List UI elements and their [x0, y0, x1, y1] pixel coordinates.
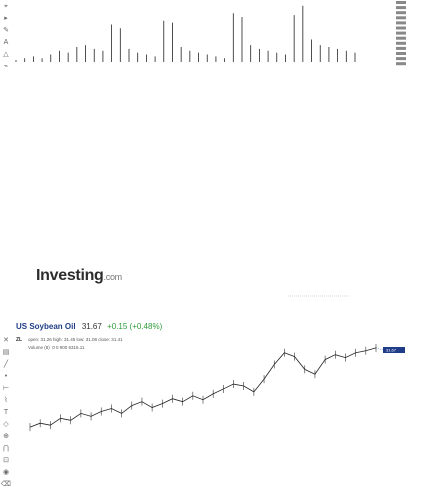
- symbol-label: ZL: [16, 337, 23, 343]
- current-price-tag-label: 31.67: [386, 348, 397, 353]
- ruler-icon[interactable]: ⊢: [2, 384, 10, 392]
- text-icon[interactable]: A: [3, 38, 9, 46]
- top-price-tick-mark: [396, 31, 406, 35]
- investing-watermark-logo: Investing.com: [36, 267, 122, 284]
- instrument-header: US Soybean Oil 31.67 +0.15 (+0.48%): [16, 322, 162, 331]
- top-price-tick-mark: [396, 1, 406, 4]
- brush-icon[interactable]: ⌇: [4, 396, 8, 404]
- eye-icon[interactable]: ◉: [2, 468, 10, 476]
- shape-icon[interactable]: ◇: [3, 420, 9, 428]
- instrument-price: 31.67: [81, 322, 102, 331]
- top-price-tick-mark: [396, 41, 406, 45]
- instrument-change: +0.15 (+0.48%): [107, 322, 163, 331]
- chart-canvas[interactable]: 31.67: [0, 0, 424, 433]
- current-price-guide: [375, 347, 384, 351]
- top-price-tick-mark: [396, 16, 406, 20]
- main-price-axis: 31.67: [375, 347, 405, 353]
- text-icon[interactable]: T: [3, 408, 9, 416]
- drawing-toolbar-top: ⌖ ▸ ✎ A △ ⌁: [0, 0, 12, 72]
- current-price-tag: [383, 347, 405, 353]
- shape-icon[interactable]: △: [3, 50, 9, 58]
- top-price-tick-mark: [396, 11, 406, 15]
- top-chart: [15, 5, 356, 62]
- lock-icon[interactable]: ⊡: [3, 456, 9, 464]
- line-icon[interactable]: ╱: [3, 360, 9, 368]
- top-price-tick-mark: [396, 6, 406, 10]
- top-price-tick-mark: [396, 46, 406, 50]
- magnet-icon[interactable]: ⋂: [3, 444, 9, 452]
- cross-icon[interactable]: ✕: [3, 336, 9, 344]
- instrument-title: US Soybean Oil: [16, 322, 76, 331]
- top-price-tick-mark: [396, 21, 406, 25]
- top-price-tick-mark: [396, 62, 406, 66]
- volume-readout: Volume (8) 0 0 900 6315.11: [28, 345, 85, 350]
- ohlc-readout: open: 31.26 high: 31.45 low: 31.08 close…: [28, 337, 123, 342]
- main-chart: [29, 343, 377, 432]
- top-price-tick-mark: [396, 52, 406, 55]
- top-price-tick-mark: [396, 57, 406, 61]
- cursor-icon[interactable]: ▸: [4, 14, 8, 22]
- bars-icon[interactable]: ▤: [2, 348, 10, 356]
- top-price-tick-mark: [396, 26, 406, 30]
- dot-icon[interactable]: •: [4, 372, 8, 380]
- trash-icon[interactable]: ⌫: [1, 480, 11, 488]
- measure-icon[interactable]: ⌁: [3, 62, 9, 70]
- top-price-axis: [396, 1, 406, 66]
- top-price-tick-mark: [396, 36, 406, 40]
- pencil-icon[interactable]: ✎: [3, 26, 9, 34]
- crosshair-icon[interactable]: ⌖: [4, 2, 8, 10]
- main-chart-series-line: [29, 347, 377, 428]
